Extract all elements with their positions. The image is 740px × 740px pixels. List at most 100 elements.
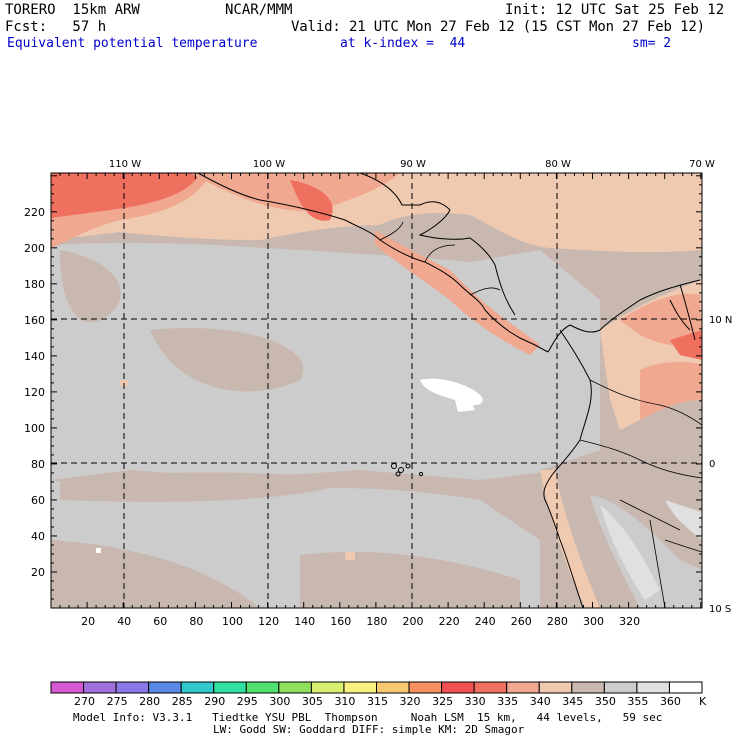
lon-label-90w: 90 W	[400, 159, 426, 170]
colorbar	[50, 681, 703, 694]
map-field	[51, 173, 702, 608]
colorbar-label-290: 290	[204, 695, 225, 708]
border-4	[589, 379, 702, 426]
x-grid-ticks: 20 40 60 80 100 120 140 160 180 200 220 240 260 280 30…	[81, 615, 640, 628]
x-tick-100: 100	[222, 615, 243, 628]
field-tan-patch-1	[60, 250, 121, 323]
colorbar-swatch	[148, 681, 182, 694]
border-1	[379, 221, 404, 241]
colorbar-swatch	[668, 681, 703, 694]
field-tan-patch-4	[300, 551, 520, 608]
colorbar-swatch	[376, 681, 410, 694]
map-frame	[50, 172, 703, 609]
lat-label-0: 0	[709, 459, 715, 470]
field-warm-colombia-4	[640, 361, 702, 420]
border-6	[619, 499, 681, 531]
smoothing-info: sm= 2	[632, 36, 672, 51]
x-tick-320: 320	[619, 615, 640, 628]
longitude-labels: 110 W 100 W 90 W 80 W 70 W	[109, 159, 715, 170]
field-warm-band	[51, 173, 702, 253]
y-tick-120: 120	[24, 386, 45, 399]
x-tick-120: 120	[258, 615, 279, 628]
field-andes-light	[600, 505, 660, 600]
lon-label-80w: 80 W	[545, 159, 571, 170]
field-warm-north-4	[290, 180, 333, 221]
y-tick-60: 60	[31, 494, 45, 507]
y-grid-ticks: 20 40 60 80 100 120 140 160 180 200 220	[24, 206, 45, 579]
colorbar-label-285: 285	[172, 695, 193, 708]
coast-central-america-pacific	[197, 173, 549, 353]
forecast-hour: Fcst: 57 h	[5, 19, 107, 35]
model-name: TORERO 15km ARW	[5, 2, 140, 18]
y-tick-80: 80	[31, 458, 45, 471]
organization: NCAR/MMM	[225, 2, 293, 18]
tick-marks	[50, 173, 702, 609]
graticule	[51, 173, 702, 608]
colorbar-label-310: 310	[334, 695, 355, 708]
x-tick-20: 20	[81, 615, 95, 628]
coast-venezuela-1	[679, 284, 696, 341]
border-5	[579, 439, 702, 479]
x-tick-140: 140	[294, 615, 315, 628]
x-tick-280: 280	[547, 615, 568, 628]
x-tick-240: 240	[475, 615, 496, 628]
colorbar-swatch	[180, 681, 215, 694]
x-tick-160: 160	[330, 615, 351, 628]
x-tick-200: 200	[403, 615, 424, 628]
colorbar-swatch	[213, 681, 247, 694]
colorbar-label-355: 355	[627, 695, 648, 708]
field-tan-patch-2	[150, 328, 304, 392]
colorbar-label-330: 330	[465, 695, 486, 708]
x-tick-80: 80	[189, 615, 203, 628]
colorbar-swatch	[603, 681, 638, 694]
init-time: Init: 12 UTC Sat 25 Feb 12	[505, 2, 725, 18]
colorbar-label-280: 280	[139, 695, 160, 708]
y-tick-220: 220	[24, 206, 45, 219]
border-3	[469, 287, 501, 296]
y-tick-200: 200	[24, 242, 45, 255]
lat-label-10n: 10 N	[709, 315, 732, 326]
colorbar-swatch	[571, 681, 605, 694]
x-tick-300: 300	[583, 615, 604, 628]
galapagos-islands	[391, 463, 424, 477]
border-2	[424, 244, 456, 263]
field-andes-light-2	[665, 500, 702, 540]
x-tick-180: 180	[366, 615, 387, 628]
field-gray-main	[51, 242, 600, 480]
colorbar-swatch	[473, 681, 508, 694]
field-warm-speck-2	[345, 552, 355, 560]
colorbar-unit: K	[699, 695, 707, 708]
colorbar-swatch	[115, 681, 150, 694]
coast-venezuela-2	[669, 299, 691, 331]
y-tick-100: 100	[24, 422, 45, 435]
valid-time: Valid: 21 UTC Mon 27 Feb 12 (15 CST Mon …	[291, 19, 705, 35]
model-info-line2: LW: Godd SW: Goddard DIFF: simple KM: 2D…	[213, 723, 525, 736]
colorbar-label-360: 360	[660, 695, 681, 708]
y-tick-40: 40	[31, 530, 45, 543]
latitude-labels: 10 N 0 10 S	[709, 315, 732, 615]
x-tick-40: 40	[117, 615, 131, 628]
lon-label-110w: 110 W	[109, 159, 141, 170]
colorbar-label-320: 320	[400, 695, 421, 708]
field-white-spot-3	[96, 548, 101, 553]
colorbar-swatch	[636, 681, 670, 694]
field-warm-north-2	[51, 173, 200, 218]
colorbar-swatch	[408, 681, 443, 694]
borders	[379, 221, 702, 608]
colorbar-labels: 270 275 280 285 290 295 300 305 310 315 320 325 330 3…	[74, 695, 681, 708]
colorbar-label-325: 325	[432, 695, 453, 708]
level-info: at k-index = 44	[340, 36, 466, 51]
colorbar-label-295: 295	[237, 695, 258, 708]
colorbar-swatch	[441, 681, 475, 694]
colorbar-label-335: 335	[497, 695, 518, 708]
coast-panama-colombia	[547, 279, 701, 353]
y-tick-140: 140	[24, 350, 45, 363]
field-tan-patch-3	[60, 472, 360, 502]
colorbar-swatch	[245, 681, 280, 694]
model-info-line1: Model Info: V3.3.1 Tiedtke YSU PBL Thomp…	[73, 711, 663, 724]
lon-label-100w: 100 W	[253, 159, 285, 170]
colorbar-swatch	[538, 681, 573, 694]
colorbar-label-350: 350	[595, 695, 616, 708]
colorbar-label-275: 275	[107, 695, 128, 708]
